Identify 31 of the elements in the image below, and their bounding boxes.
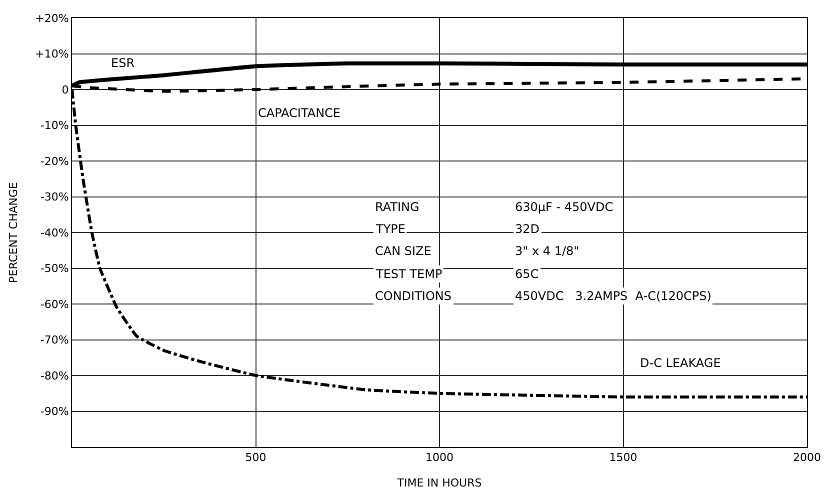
y-tick-label: -60% [40,298,69,311]
y-tick-label: +20% [35,12,69,25]
annotation: CONDITIONS [375,289,452,303]
annotation: D-C LEAKAGE [640,356,721,370]
y-tick-label: -50% [40,262,69,276]
y-tick-label: -20% [40,154,69,168]
annotation: 3" x 4 1/8" [515,244,580,258]
x-tick-label: 2000 [793,451,821,464]
x-tick-label: 1000 [426,451,454,464]
y-tick-label: -80% [40,369,69,382]
y-tick-label: -10% [40,119,69,132]
annotation: TEST TEMP [375,267,442,281]
y-tick-label: -40% [40,226,69,240]
annotation: 32D [515,222,540,236]
annotation: 65C [515,267,539,281]
annotation: CAN SIZE [375,244,432,258]
y-tick-label: -30% [40,190,69,204]
annotation: CAPACITANCE [258,106,341,120]
x-tick-label: 1500 [609,451,638,464]
annotation: 630µF - 450VDC [515,200,614,214]
x-axis-title: TIME IN HOURS [396,476,482,490]
annotation: 450VDC 3.2AMPS A-C(120CPS) [515,289,712,303]
annotation: ESR [111,56,135,70]
y-tick-label: -90% [40,405,69,418]
annotation: TYPE [375,222,406,236]
annotation: RATING [375,200,420,214]
y-tick-label: +10% [35,48,69,61]
y-axis-title: PERCENT CHANGE [6,182,20,283]
x-tick-label: 500 [245,451,266,464]
y-tick-label: 0 [62,83,69,96]
y-tick-label: -70% [40,334,69,347]
